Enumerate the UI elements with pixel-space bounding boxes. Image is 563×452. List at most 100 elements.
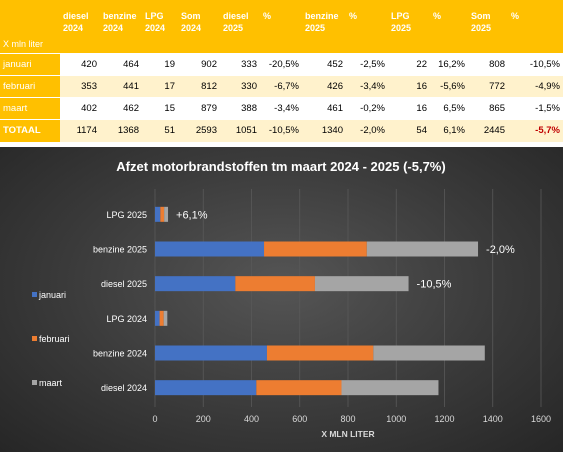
column-header: % xyxy=(508,0,563,54)
sales-data-grid: X mln liter diesel 2024 benzine 2024 LPG 20… xyxy=(0,0,563,142)
column-header: diesel 2025 xyxy=(220,0,260,54)
column-header: % xyxy=(260,0,302,54)
table-cell: 19 xyxy=(142,53,178,76)
category-label: benzine 2024 xyxy=(93,349,147,359)
bar-segment-maart xyxy=(373,345,485,361)
table-header-row: X mln liter diesel 2024 benzine 2024 LPG 20… xyxy=(0,0,563,54)
table-cell: 16 xyxy=(388,75,430,98)
table-cell: 1174 xyxy=(60,119,100,142)
table-cell: 902 xyxy=(178,53,220,76)
category-label: benzine 2025 xyxy=(93,245,147,255)
table-cell: 51 xyxy=(142,119,178,142)
bar-segment-maart xyxy=(163,310,168,326)
table-cell: 402 xyxy=(60,97,100,120)
x-tick-label: 1400 xyxy=(483,414,503,424)
unit-label: X mln liter xyxy=(0,0,60,54)
table-cell: 464 xyxy=(100,53,142,76)
row-label: januari xyxy=(0,53,60,76)
table-cell: 6,1% xyxy=(430,119,468,142)
gridlines xyxy=(154,189,542,407)
column-header: benzine 2024 xyxy=(100,0,142,54)
table-cell: 333 xyxy=(220,53,260,76)
column-header: Som 2024 xyxy=(178,0,220,54)
bar-segment-februari xyxy=(266,345,374,361)
table-cell: 16 xyxy=(388,97,430,120)
table-cell: 353 xyxy=(60,75,100,98)
legend-label: maart xyxy=(39,378,63,388)
bar-segment-maart xyxy=(314,276,409,292)
category-label: diesel 2024 xyxy=(101,383,147,393)
bar-segment-januari xyxy=(155,241,265,257)
column-header: Som 2025 xyxy=(468,0,508,54)
table-cell: 2593 xyxy=(178,119,220,142)
x-tick-label: 200 xyxy=(196,414,211,424)
chart-title: Afzet motorbrandstoffen tm maart 2024 - … xyxy=(116,159,445,174)
table-cell: 462 xyxy=(100,97,142,120)
table-cell: -4,9% xyxy=(508,75,563,98)
x-tick-label: 600 xyxy=(292,414,307,424)
category-labels: diesel 2024 benzine 2024 LPG 2024 diesel 20… xyxy=(93,209,515,393)
table-cell: -2,0% xyxy=(346,119,388,142)
bar-segment-februari xyxy=(160,206,165,222)
bar-data-label: +6,1% xyxy=(176,209,208,221)
bar-segment-februari xyxy=(264,241,367,257)
bar-data-label: -2,0% xyxy=(486,244,515,256)
column-header: % xyxy=(346,0,388,54)
x-tick-label: 1000 xyxy=(386,414,406,424)
bars xyxy=(155,206,485,396)
bar-segment-maart xyxy=(164,206,169,222)
table-cell: 812 xyxy=(178,75,220,98)
table-cell-highlight: -5,7% xyxy=(508,119,563,142)
column-header: % xyxy=(430,0,468,54)
table-cell: 6,5% xyxy=(430,97,468,120)
table-cell: 2445 xyxy=(468,119,508,142)
table-cell: 388 xyxy=(220,97,260,120)
table-cell: -1,5% xyxy=(508,97,563,120)
table-cell: -0,2% xyxy=(346,97,388,120)
table-cell: 461 xyxy=(302,97,346,120)
table-row: februari 353 441 17 812 330 -6,7% 426 -3… xyxy=(0,75,563,98)
table-cell: 54 xyxy=(388,119,430,142)
bar-segment-januari xyxy=(155,380,257,396)
table-row: januari 420 464 19 902 333 -20,5% 452 -2… xyxy=(0,53,563,76)
bar-segment-maart xyxy=(341,380,439,396)
table-cell: 772 xyxy=(468,75,508,98)
table-cell: 1368 xyxy=(100,119,142,142)
legend-swatch xyxy=(32,380,37,385)
legend-label: februari xyxy=(39,334,70,344)
column-header: diesel 2024 xyxy=(60,0,100,54)
row-label: maart xyxy=(0,97,60,120)
fuel-sales-table: X mln liter diesel 2024 benzine 2024 LPG 20… xyxy=(0,0,563,142)
legend-swatch xyxy=(32,292,37,297)
table-cell: 16,2% xyxy=(430,53,468,76)
table-cell: 865 xyxy=(468,97,508,120)
table-cell: 15 xyxy=(142,97,178,120)
row-label: februari xyxy=(0,75,60,98)
table-cell: -6,7% xyxy=(260,75,302,98)
x-tick-label: 800 xyxy=(340,414,355,424)
x-tick-label: 1600 xyxy=(531,414,551,424)
category-label: LPG 2025 xyxy=(106,210,147,220)
table-cell: 441 xyxy=(100,75,142,98)
category-label: diesel 2025 xyxy=(101,279,147,289)
column-header: LPG 2025 xyxy=(388,0,430,54)
bar-data-label: -10,5% xyxy=(417,279,452,291)
bar-segment-februari xyxy=(235,276,315,292)
x-axis-title: X MLN LITER xyxy=(321,429,374,439)
legend: januari februari maart xyxy=(32,290,70,388)
stacked-bar-chart: Afzet motorbrandstoffen tm maart 2024 - … xyxy=(0,147,563,452)
table-cell: 1051 xyxy=(220,119,260,142)
x-tick-label: 400 xyxy=(244,414,259,424)
table-cell: 879 xyxy=(178,97,220,120)
table-cell: -10,5% xyxy=(508,53,563,76)
table-cell: -3,4% xyxy=(346,75,388,98)
column-header: LPG 2024 xyxy=(142,0,178,54)
bar-segment-februari xyxy=(256,380,342,396)
table-cell: -20,5% xyxy=(260,53,302,76)
category-label: LPG 2024 xyxy=(106,314,147,324)
table-cell: 420 xyxy=(60,53,100,76)
table-cell: 17 xyxy=(142,75,178,98)
table-cell: 426 xyxy=(302,75,346,98)
table-row-total: TOTAAL 1174 1368 51 2593 1051 -10,5% 134… xyxy=(0,119,563,142)
table-cell: 330 xyxy=(220,75,260,98)
